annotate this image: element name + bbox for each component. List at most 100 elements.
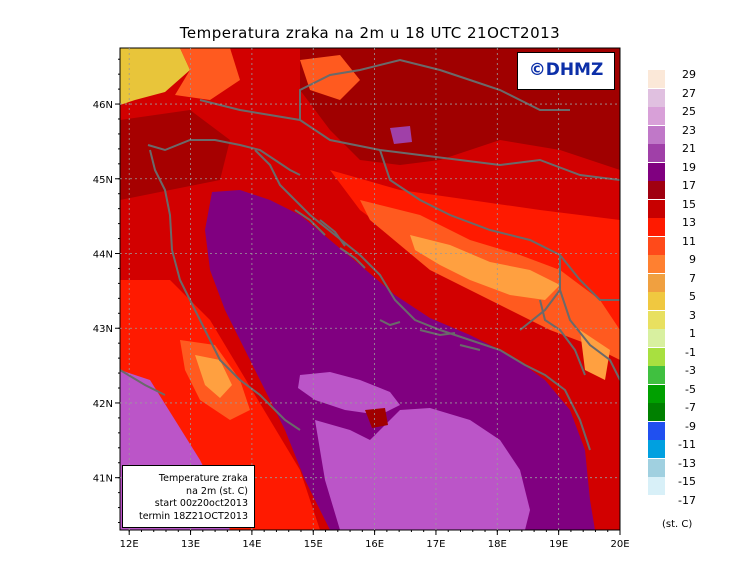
info-line: na 2m (st. C)	[186, 485, 248, 497]
lon-label: 13E	[181, 539, 200, 550]
coastline	[254, 149, 591, 451]
orange-zone	[300, 55, 360, 100]
legend-label: -15	[678, 475, 696, 488]
legend-label: -11	[678, 438, 696, 451]
dhmz-logo: ©DHMZ	[517, 52, 615, 90]
lon-label: 16E	[365, 539, 384, 550]
light-orange-zone	[195, 355, 232, 398]
legend-unit: (st. C)	[662, 519, 693, 530]
legend-label: 3	[689, 308, 696, 322]
info-box: Temperature zraka na 2m (st. C) start 00…	[122, 465, 255, 528]
legend-swatch	[648, 273, 665, 292]
legend-swatch	[648, 236, 665, 255]
lon-label: 12E	[120, 539, 139, 550]
legend-swatch	[648, 199, 665, 218]
legend-swatch	[648, 88, 665, 107]
legend-label: 13	[682, 216, 696, 229]
info-line: start 00z20oct2013	[154, 498, 248, 509]
legend-label: -3	[685, 364, 696, 377]
legend-swatch	[648, 403, 665, 422]
legend-label: 21	[682, 142, 696, 155]
color-legend: 29 27 25 23 21 19 17 15 13 11 9 7 5 3 1 -1 -3 -5 -7 -9 -11 -1…	[648, 68, 738, 540]
yellow-zone	[120, 48, 190, 105]
legend-swatch	[648, 125, 665, 144]
border	[379, 149, 561, 331]
dark-red-zone	[365, 408, 388, 428]
border	[559, 254, 620, 301]
legend-swatch	[648, 384, 665, 403]
dark-red-zone	[120, 110, 230, 200]
legend-swatch	[648, 347, 665, 366]
legend-label: 5	[689, 290, 696, 303]
legend-label: 27	[682, 86, 696, 100]
legend-label: 29	[682, 68, 696, 81]
lon-label: 20E	[610, 539, 629, 550]
island	[319, 219, 346, 247]
graticule	[120, 48, 620, 530]
legend-swatch	[648, 458, 665, 477]
legend-label: 25	[682, 105, 696, 118]
lat-label: 43N	[93, 324, 113, 335]
island	[379, 319, 401, 327]
purple-zone	[390, 126, 412, 144]
legend-swatch	[648, 310, 665, 329]
border	[199, 99, 620, 181]
lat-label: 46N	[93, 100, 113, 111]
coastline	[147, 139, 301, 176]
legend-swatch	[648, 144, 665, 163]
lon-label: 19E	[549, 539, 568, 550]
lat-label: 45N	[93, 175, 113, 186]
island	[459, 344, 481, 351]
border	[559, 289, 620, 381]
lon-label: 15E	[304, 539, 323, 550]
map-title: Temperatura zraka na 2m u 18 UTC 21OCT20…	[179, 24, 561, 42]
legend-label: 9	[689, 253, 696, 266]
legend-swatch	[648, 421, 665, 440]
coastline	[149, 149, 301, 431]
lon-label: 18E	[488, 539, 507, 550]
lat-label: 44N	[93, 250, 113, 261]
lat-label: 41N	[93, 474, 113, 485]
legend-label: -5	[685, 382, 696, 396]
info-line: termin 18Z21OCT2013	[138, 510, 248, 522]
legend-label: -17	[678, 493, 696, 507]
legend-label: -7	[685, 401, 696, 414]
legend-label: 23	[682, 123, 696, 137]
border	[539, 299, 586, 376]
lon-label: 17E	[426, 539, 445, 550]
legend-swatch	[648, 107, 665, 126]
legend-label: 19	[682, 160, 696, 174]
legend-swatch	[648, 477, 665, 496]
legend-label: 15	[682, 197, 696, 211]
legend-swatch	[648, 495, 665, 514]
legend-label: 1	[689, 327, 696, 340]
orange-zone	[175, 48, 240, 100]
legend-swatch	[648, 218, 665, 237]
legend-label: 7	[689, 271, 696, 285]
legend-label: -13	[678, 456, 696, 470]
legend-swatch	[648, 440, 665, 459]
legend-swatch	[648, 181, 665, 200]
legend-swatch	[648, 162, 665, 181]
legend-label: -9	[685, 419, 696, 433]
legend-label: 11	[682, 234, 696, 248]
light-orange-zone	[410, 235, 560, 300]
legend-swatch	[648, 366, 665, 385]
coastline	[120, 369, 166, 396]
legend-swatch	[648, 292, 665, 311]
light-purple-zone	[315, 408, 530, 530]
legend-swatch	[648, 329, 665, 348]
legend-label: 17	[682, 179, 696, 192]
legend-label: -1	[685, 345, 696, 359]
axis-ticks	[115, 58, 621, 535]
island	[294, 209, 326, 236]
legend-swatch	[648, 70, 665, 89]
lon-label: 14E	[242, 539, 261, 550]
legend-swatch	[648, 255, 665, 274]
border	[299, 58, 570, 120]
info-line: Temperature zraka	[158, 473, 248, 484]
lat-label: 42N	[93, 399, 113, 410]
island	[419, 329, 456, 337]
island	[339, 247, 366, 269]
